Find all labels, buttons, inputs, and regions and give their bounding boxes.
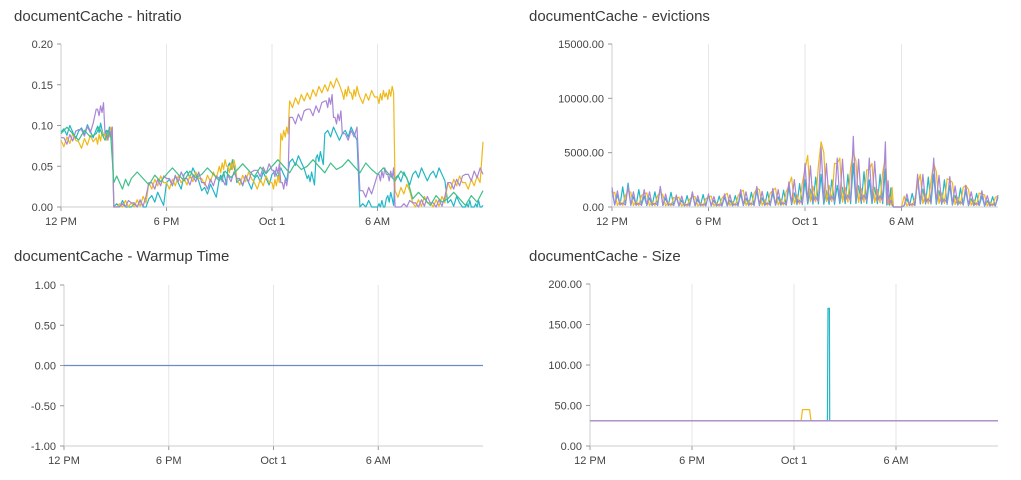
y-tick-label: 0.00 (32, 202, 53, 214)
panel-evictions: documentCache - evictions 12 PM 6 PM Oct 1… (515, 0, 1020, 240)
x-tick-label: 12 PM (596, 216, 628, 228)
x-tick-label: 6 AM (365, 216, 390, 228)
panel-warmup-time: documentCache - Warmup Time 12 PM 6 PM Oct… (0, 240, 505, 480)
x-tick-label: 6 AM (889, 216, 914, 228)
y-tick-label: 0.15 (32, 80, 53, 92)
chart-evictions: 12 PM 6 PM Oct 1 6 AM 15000.00 10000.00 5000.0… (558, 39, 999, 228)
x-tick-label: 6 AM (883, 455, 908, 467)
x-tick-label: 12 PM (45, 216, 77, 228)
y-tick-label: 5000.00 (564, 148, 604, 160)
chart-size: 12 PM 6 PM Oct 1 6 AM 200.00 150.00 100.00 50.0… (548, 279, 998, 467)
panel-title: documentCache - Size (529, 248, 681, 265)
y-tick-label: 0.20 (32, 39, 53, 51)
y-tick-label: 0.10 (32, 121, 53, 133)
x-tick-label: 12 PM (48, 455, 80, 467)
chart-hitratio: 12 PM 6 PM Oct 1 6 AM 0.20 0.15 0.10 0.05 0.00 (32, 39, 484, 228)
x-tick-label: 6 PM (696, 216, 722, 228)
panel-title: documentCache - Warmup Time (14, 248, 230, 265)
y-tick-label: -0.50 (31, 401, 56, 413)
y-tick-label: 0.00 (561, 441, 582, 453)
y-tick-label: 1.00 (35, 280, 56, 292)
panel-title: documentCache - evictions (529, 8, 710, 25)
y-tick-label: 0.05 (32, 161, 53, 173)
series-line (60, 77, 484, 208)
x-tick-label: Oct 1 (792, 216, 818, 228)
x-tick-label: Oct 1 (260, 455, 286, 467)
series-line (611, 135, 999, 208)
y-tick-label: 0.00 (583, 202, 604, 214)
y-tick-label: 150.00 (548, 320, 582, 332)
y-tick-label: 15000.00 (558, 39, 604, 51)
x-tick-label: 6 PM (156, 455, 182, 467)
y-tick-label: 10000.00 (558, 93, 604, 105)
series-line (61, 93, 484, 208)
chart-warmup-time: 12 PM 6 PM Oct 1 6 AM 1.00 0.50 0.00 -0.50 -1.00 (31, 280, 483, 467)
x-tick-label: Oct 1 (781, 455, 807, 467)
y-tick-label: 0.50 (35, 320, 56, 332)
panel-hitratio: documentCache - hitratio 12 PM 6 PM Oct 1 6… (0, 0, 505, 240)
y-tick-label: -1.00 (31, 441, 56, 453)
x-tick-label: 6 AM (366, 455, 391, 467)
x-tick-label: Oct 1 (259, 216, 285, 228)
x-tick-label: 6 PM (679, 455, 705, 467)
y-tick-label: 100.00 (548, 360, 582, 372)
y-tick-label: 50.00 (554, 401, 582, 413)
series-line (611, 141, 999, 208)
x-tick-label: 6 PM (154, 216, 180, 228)
x-tick-label: 12 PM (574, 455, 606, 467)
panel-title: documentCache - hitratio (14, 8, 182, 25)
y-tick-label: 0.00 (35, 361, 56, 373)
panel-size: documentCache - Size 12 PM 6 PM Oct 1 6 AM 2… (515, 240, 1020, 480)
y-tick-label: 200.00 (548, 279, 582, 291)
series-line (60, 126, 484, 206)
